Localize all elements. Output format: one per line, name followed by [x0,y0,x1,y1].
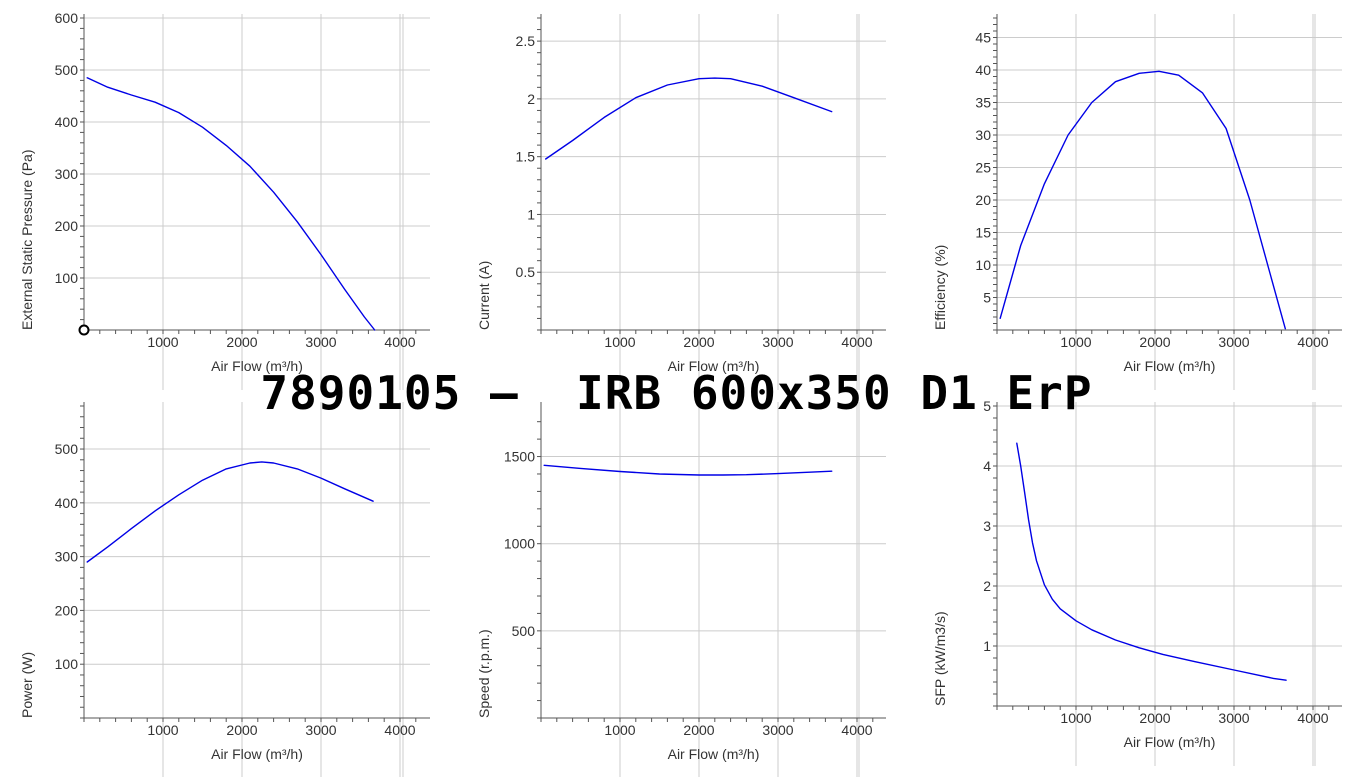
y-tick-label: 2.5 [516,33,536,49]
x-axis-label: Air Flow (m³/h) [1124,358,1216,374]
y-tick-label: 4 [983,458,991,474]
chart-2: 1000 2000 3000 4000 0.5 1 1.5 2 2.5 Air Flow (m³/… [476,14,886,390]
x-tick-label: 1000 [604,722,635,738]
y-tick-label: 25 [975,160,991,176]
y-tick-label: 1500 [504,449,535,465]
y-axis-label: External Static Pressure (Pa) [19,149,35,330]
x-tick-label: 3000 [305,334,336,350]
y-tick-label: 400 [55,495,79,511]
series-line [86,77,376,331]
y-tick-label: 5 [983,398,991,414]
x-axis-label: Air Flow (m³/h) [1124,734,1216,750]
series-line [1016,442,1287,681]
y-tick-label: 500 [55,62,79,78]
x-tick-label: 4000 [1297,710,1328,726]
y-tick-label: 15 [975,225,991,241]
y-tick-label: 300 [55,166,79,182]
y-tick-label: 1.5 [516,149,536,165]
y-tick-label: 500 [512,623,536,639]
x-tick-label: 2000 [226,334,257,350]
chart-1: 1000 2000 3000 4000 100 200 300 400 500 600 Air Fl… [19,10,430,390]
y-axis-label: Efficiency (%) [932,245,948,330]
y-tick-label: 100 [55,270,79,286]
chart-4: 1000 2000 3000 4000 100 200 300 400 500 Air Flow … [19,402,430,777]
y-axis-label: SFP (kW/m3/s) [932,611,948,706]
y-tick-label: 400 [55,114,79,130]
y-tick-label: 3 [983,518,991,534]
y-tick-label: 300 [55,549,79,565]
x-tick-label: 2000 [1139,334,1170,350]
y-tick-label: 200 [55,602,79,618]
x-tick-label: 4000 [841,334,872,350]
y-tick-label: 600 [55,10,79,26]
x-tick-label: 4000 [384,334,415,350]
x-axis-label: Air Flow (m³/h) [211,746,303,762]
y-tick-label: 1 [983,638,991,654]
y-axis-label: Current (A) [476,261,492,330]
y-tick-label: 40 [975,62,991,78]
y-tick-label: 200 [55,218,79,234]
y-tick-label: 100 [55,656,79,672]
x-tick-label: 3000 [1218,334,1249,350]
x-tick-label: 1000 [1060,710,1091,726]
y-tick-label: 30 [975,127,991,143]
operating-point-marker [78,324,90,336]
x-tick-label: 4000 [1297,334,1328,350]
x-tick-label: 1000 [147,334,178,350]
y-tick-label: 35 [975,95,991,111]
x-axis-label: Air Flow (m³/h) [668,358,760,374]
y-axis-label: Speed (r.p.m.) [476,629,492,718]
x-tick-label: 3000 [762,334,793,350]
x-tick-label: 1000 [1060,334,1091,350]
y-tick-label: 45 [975,30,991,46]
series-line [545,77,833,160]
y-tick-label: 2 [527,91,535,107]
series-line [543,464,833,476]
y-tick-label: 1000 [504,536,535,552]
x-tick-label: 1000 [147,722,178,738]
x-tick-label: 3000 [1218,710,1249,726]
y-tick-label: 2 [983,578,991,594]
x-tick-label: 2000 [1139,710,1170,726]
y-tick-label: 1 [527,206,535,222]
chart-5: 1000 2000 3000 4000 500 1000 1500 Air Flow (m³/… [476,402,886,777]
x-tick-label: 2000 [226,722,257,738]
chart-6: 1000 2000 3000 4000 1 2 3 4 5 Air Flow (m³/h) SFP … [932,398,1342,766]
x-tick-label: 2000 [683,722,714,738]
x-tick-label: 3000 [762,722,793,738]
y-tick-label: 10 [975,257,991,273]
chart-3: 1000 2000 3000 4000 5 10 15 20 25 30 35 40 45 Air Flo… [932,14,1342,390]
x-tick-label: 1000 [604,334,635,350]
x-axis-label: Air Flow (m³/h) [211,358,303,374]
y-tick-label: 500 [55,441,79,457]
y-axis-label: Power (W) [19,652,35,718]
series-line [999,70,1287,330]
x-tick-label: 3000 [305,722,336,738]
x-tick-label: 4000 [841,722,872,738]
y-tick-label: 20 [975,192,991,208]
x-axis-label: Air Flow (m³/h) [668,746,760,762]
y-tick-label: 0.5 [516,264,536,280]
x-tick-label: 2000 [683,334,714,350]
series-line [86,461,374,563]
x-tick-label: 4000 [384,722,415,738]
y-tick-label: 5 [983,290,991,306]
